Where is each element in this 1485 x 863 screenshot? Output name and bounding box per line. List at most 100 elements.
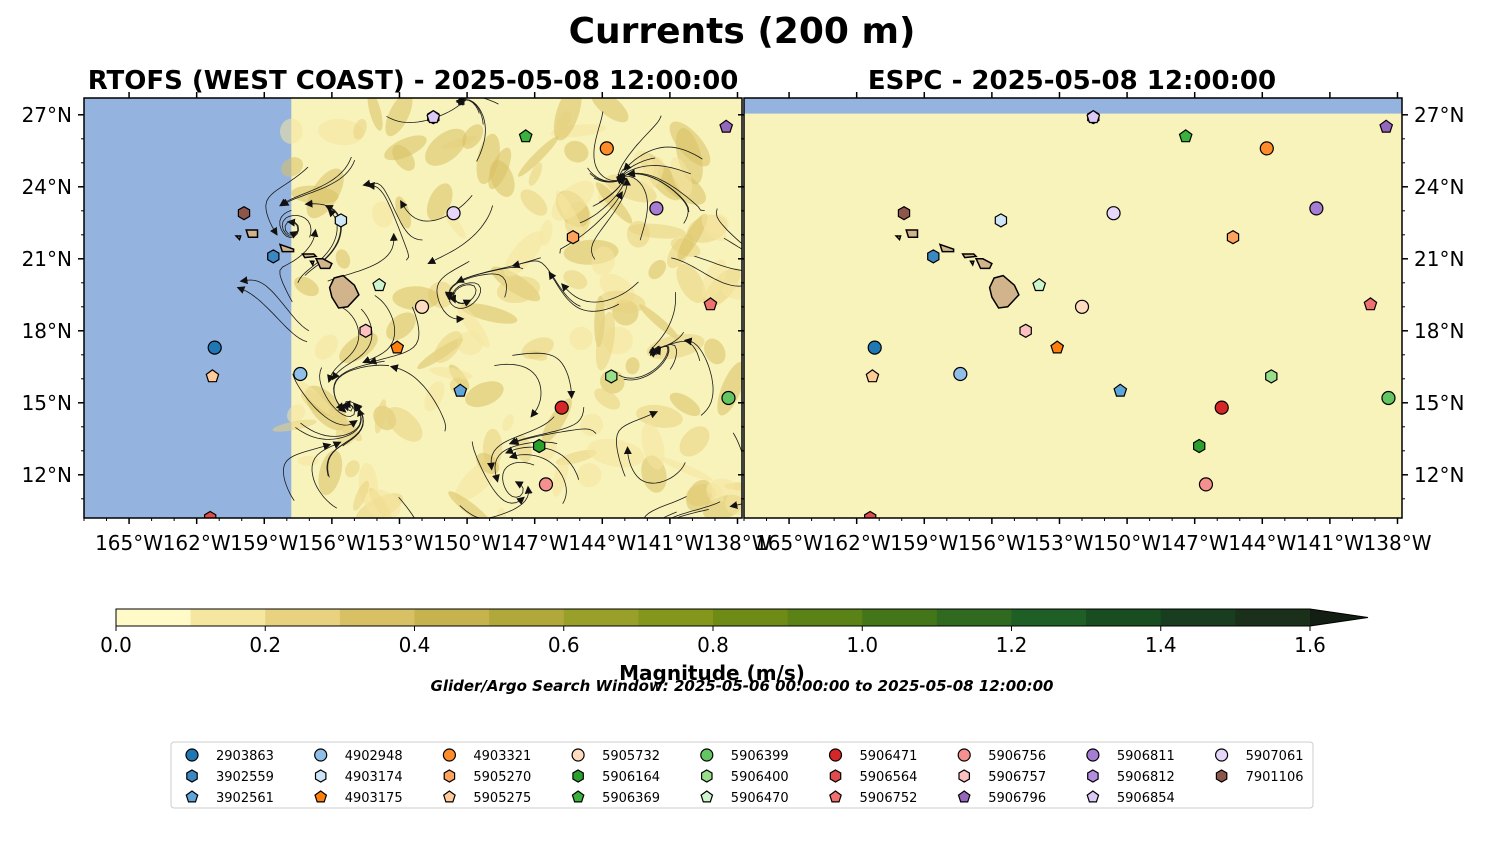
x-tick-label: 147°W <box>1161 531 1229 555</box>
x-tick-label: 153°W <box>366 531 434 555</box>
streamline <box>327 403 364 478</box>
legend-label: 3902559 <box>216 770 274 785</box>
streamline <box>675 509 709 518</box>
x-tick-label: 165°W <box>755 531 823 555</box>
colorbar-tick-label: 0.0 <box>100 633 132 657</box>
legend-label: 4903321 <box>473 749 531 764</box>
x-tick-label: 156°W <box>298 531 366 555</box>
legend-marker-5905732 <box>571 748 585 762</box>
legend-marker-4902948 <box>314 748 328 762</box>
colorbar-bin <box>638 609 714 626</box>
streamline <box>548 271 620 312</box>
colorbar-tick-label: 0.2 <box>249 633 281 657</box>
island <box>301 253 318 259</box>
float-marker-5906854 <box>1086 109 1101 124</box>
float-marker-5906757 <box>359 323 372 338</box>
float-marker-5905270 <box>1226 230 1240 245</box>
legend-item: 5906752 <box>829 790 917 806</box>
magnitude-patch <box>434 331 463 363</box>
legend-marker-5906369 <box>571 790 585 803</box>
colorbar-bin <box>1086 609 1162 626</box>
x-tick-label: 138°W <box>1364 531 1432 555</box>
legend-marker-4903174 <box>314 769 327 783</box>
streamline <box>300 403 362 437</box>
magnitude-patch <box>670 157 693 196</box>
streamline <box>616 410 659 477</box>
legend-marker-5906470 <box>700 790 714 803</box>
float-marker-5906564 <box>204 510 217 518</box>
magnitude-patch <box>318 450 343 496</box>
legend-marker-3902559 <box>186 769 198 783</box>
colorbar-tick-label: 0.4 <box>399 633 431 657</box>
streamline <box>487 416 555 471</box>
float-marker-4902948 <box>953 366 968 382</box>
magnitude-patch <box>488 147 512 190</box>
y-tick-label: 27°N <box>1414 103 1464 127</box>
y-tick-label: 21°N <box>22 247 72 271</box>
float-marker-5906756 <box>1198 477 1214 492</box>
float-marker-5906752 <box>1363 297 1378 311</box>
x-tick-label: 159°W <box>230 531 298 555</box>
magnitude-patch <box>339 332 378 364</box>
magnitude-patch <box>677 213 708 260</box>
streamline <box>505 446 580 480</box>
streamline <box>623 146 703 171</box>
magnitude-patch <box>591 246 615 276</box>
streamline <box>427 205 493 264</box>
legend-label: 5905275 <box>473 791 531 806</box>
island <box>905 229 919 238</box>
streamline <box>331 308 373 381</box>
x-tick-label: 153°W <box>1026 531 1094 555</box>
legend-label: 5906470 <box>731 791 789 806</box>
legend-label: 5906757 <box>988 770 1046 785</box>
x-tick-label: 144°W <box>568 531 636 555</box>
legend-item: 5906399 <box>700 748 789 764</box>
magnitude-patch <box>517 136 559 177</box>
float-marker-5906399 <box>1381 390 1396 406</box>
streamline <box>627 169 705 211</box>
streamline <box>279 210 300 239</box>
float-marker-5907061 <box>1106 206 1121 221</box>
legend-label: 5906756 <box>988 749 1046 764</box>
colorbar-extend-arrow <box>1310 609 1368 626</box>
legend-label: 5905270 <box>473 770 531 785</box>
streamline <box>280 160 356 207</box>
magnitude-patch <box>721 281 742 300</box>
legend-item: 4902948 <box>314 748 403 764</box>
colorbar-bin <box>265 609 341 626</box>
streamline <box>471 441 525 505</box>
magnitude-patch <box>353 480 370 511</box>
legend-marker-5906471 <box>828 748 843 762</box>
magnitude-patch <box>306 168 344 219</box>
colorbar-tick-label: 0.6 <box>548 633 580 657</box>
legend-label: 3902561 <box>216 791 274 806</box>
streamline <box>593 111 625 185</box>
legend-marker-5906399 <box>700 748 714 762</box>
colorbar-tick-label: 1.4 <box>1145 633 1177 657</box>
magnitude-patch <box>679 426 710 457</box>
legend-marker-5906164 <box>572 769 584 783</box>
colorbar-tick-label: 1.2 <box>996 633 1028 657</box>
magnitude-patch <box>364 489 401 518</box>
rtofs-panel: RTOFS (WEST COAST) - 2025-05-08 12:00:00… <box>22 66 772 555</box>
legend-marker-5905270 <box>443 769 456 783</box>
magnitude-patch <box>595 311 615 371</box>
y-tick-label: 18°N <box>1414 319 1464 343</box>
float-marker-3902559 <box>267 249 280 264</box>
streamline <box>561 281 639 303</box>
magnitude-patch <box>704 338 726 365</box>
legend-marker-5906796 <box>957 790 971 803</box>
magnitude-patch <box>587 438 645 468</box>
streamline <box>623 345 670 381</box>
magnitude-patch <box>345 460 360 478</box>
island <box>961 253 978 259</box>
legend-label: 5906812 <box>1117 770 1175 785</box>
island <box>314 258 333 270</box>
magnitude-patch <box>297 456 319 466</box>
legend-frame <box>170 741 1314 809</box>
float-marker-4903321 <box>1259 141 1274 156</box>
magnitude-patch <box>386 312 416 341</box>
magnitude-patch <box>395 196 412 229</box>
float-marker-4903174 <box>994 213 1008 228</box>
